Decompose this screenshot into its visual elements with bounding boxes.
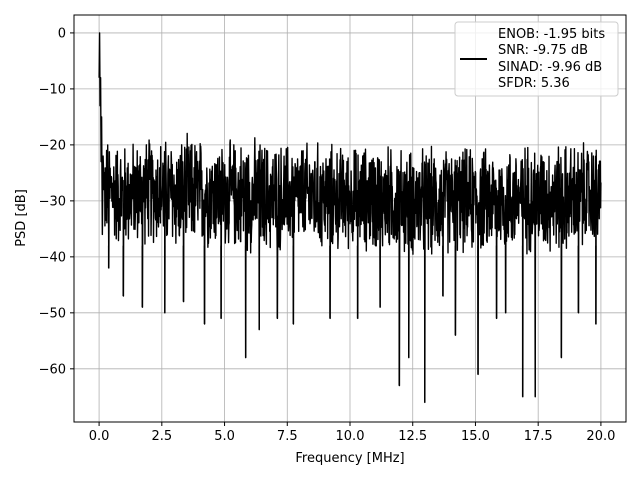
legend: ENOB: -1.95 bits SNR: -9.75 dB SINAD: -9… (454, 21, 619, 97)
y-tick-label: −60 (39, 362, 66, 377)
x-tick-label: 17.5 (524, 429, 553, 444)
x-axis-ticks: 0.0 2.5 5.0 7.5 10.0 12.5 15.0 17.5 20.0 (89, 422, 615, 444)
x-tick-label: 12.5 (398, 429, 427, 444)
x-tick-label: 7.5 (277, 429, 298, 444)
legend-box (454, 21, 619, 97)
y-tick-label: −50 (39, 306, 66, 321)
x-tick-label: 5.0 (214, 429, 235, 444)
y-tick-label: −30 (39, 194, 66, 209)
x-tick-label: 15.0 (461, 429, 490, 444)
x-tick-label: 10.0 (336, 429, 365, 444)
legend-sinad: SINAD: -9.96 dB (498, 60, 602, 75)
y-axis-ticks: 0 −10 −20 −30 −40 −50 −60 (39, 26, 74, 377)
y-tick-label: −20 (39, 138, 66, 153)
legend-enob: ENOB: -1.95 bits (498, 27, 605, 42)
x-tick-label: 0.0 (89, 429, 110, 444)
x-axis-label: Frequency [MHz] (295, 451, 404, 466)
legend-sfdr: SFDR: 5.36 (498, 76, 570, 91)
y-tick-label: −10 (39, 82, 66, 97)
y-axis-label: PSD [dB] (14, 189, 29, 247)
x-tick-label: 2.5 (151, 429, 172, 444)
x-tick-label: 20.0 (586, 429, 615, 444)
psd-series-line (98, 32, 602, 404)
y-tick-label: 0 (58, 26, 66, 41)
y-tick-label: −40 (39, 250, 66, 265)
legend-snr: SNR: -9.75 dB (498, 43, 588, 58)
plot-area (98, 32, 602, 404)
